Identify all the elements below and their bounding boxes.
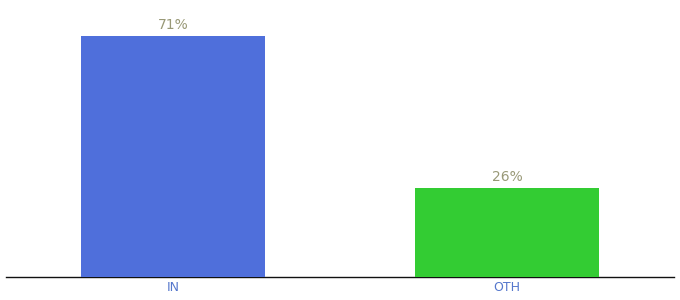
Text: 71%: 71% <box>157 18 188 32</box>
Bar <box>415 188 599 277</box>
Text: 26%: 26% <box>492 170 523 184</box>
Bar <box>81 36 265 277</box>
